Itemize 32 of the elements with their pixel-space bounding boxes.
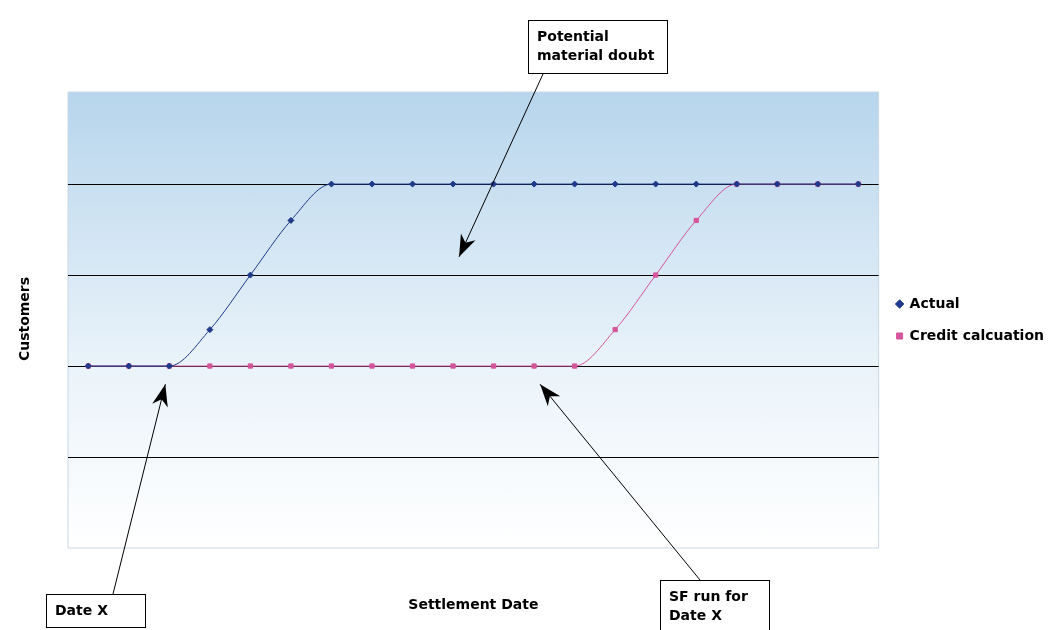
point [693, 217, 699, 224]
point [328, 363, 335, 369]
y-axis-title: Customers [16, 276, 33, 362]
point [206, 326, 214, 334]
text: Potential material doubt [528, 20, 668, 74]
point [530, 180, 538, 188]
point [653, 272, 659, 278]
point [692, 180, 700, 188]
point [327, 180, 335, 188]
point [490, 363, 497, 369]
x-axis-title: Settlement Date [408, 596, 539, 612]
legend-label: Actual [909, 294, 960, 311]
point [450, 363, 456, 369]
point [409, 363, 416, 369]
point [572, 363, 578, 369]
point [246, 271, 254, 279]
point [612, 327, 618, 333]
point [652, 180, 660, 188]
point [409, 180, 417, 188]
point [531, 363, 537, 369]
point [247, 363, 254, 369]
point [611, 180, 619, 188]
legend-label: Credit calcuation [909, 326, 1045, 343]
point [571, 180, 579, 188]
point [207, 363, 213, 369]
text: SF run for Date X [660, 580, 770, 630]
point [449, 180, 457, 188]
point [368, 180, 376, 188]
point [369, 363, 375, 369]
point [287, 216, 295, 224]
text: Date X [46, 594, 146, 628]
point [288, 363, 294, 369]
